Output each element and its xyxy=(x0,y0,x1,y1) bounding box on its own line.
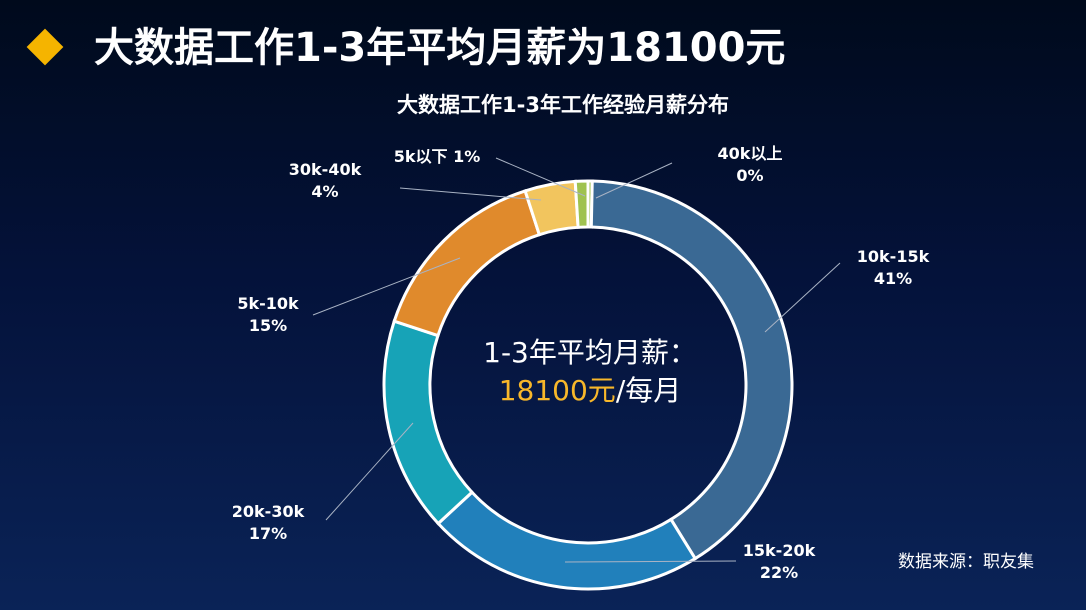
donut-slice-6 xyxy=(573,179,590,229)
center-value: 18100元 xyxy=(498,374,616,407)
leader-line-0 xyxy=(595,162,673,199)
data-labels: 40k以上 0% 10k-15k 41% 15k-20k 22% 20k-30k 17% 5k-… xyxy=(232,144,930,582)
center-summary: 1-3年平均月薪： 18100元/每月 xyxy=(430,334,750,410)
leader-line-1 xyxy=(764,262,841,333)
slide-title: 大数据工作1-3年平均月薪为18100元 xyxy=(94,25,786,71)
chart-title: 大数据工作1-3年工作经验月薪分布 xyxy=(397,93,729,117)
center-value-line: 18100元/每月 xyxy=(430,372,750,410)
data-source: 数据来源：职友集 xyxy=(898,552,1034,572)
slice-label-5: 30k-40k xyxy=(289,160,362,179)
slice-label-0: 40k以上 xyxy=(718,144,783,163)
slice-percent-4: 15% xyxy=(249,316,287,335)
leader-lines xyxy=(312,157,841,563)
donut-slice-2 xyxy=(436,490,698,591)
slice-label-2: 15k-20k xyxy=(743,541,816,560)
center-label: 1-3年平均月薪： xyxy=(483,336,697,369)
slice-percent-5: 4% xyxy=(311,182,338,201)
leader-line-2 xyxy=(564,560,737,563)
center-suffix: /每月 xyxy=(615,374,682,407)
leader-line-6 xyxy=(495,157,586,197)
slice-label-3: 20k-30k xyxy=(232,502,305,521)
leader-line-4 xyxy=(312,257,461,316)
donut-slice-4 xyxy=(392,189,542,338)
leader-line-3 xyxy=(325,422,414,521)
slice-percent-3: 17% xyxy=(249,524,287,543)
slice-percent-0: 0% xyxy=(736,166,763,185)
slice-label-6: 5k以下 1% xyxy=(394,147,481,166)
leader-line-5 xyxy=(399,187,542,201)
slice-percent-1: 41% xyxy=(874,269,912,288)
donut-slice-1 xyxy=(589,179,794,561)
slice-percent-2: 22% xyxy=(760,563,798,582)
slice-label-1: 10k-15k xyxy=(857,247,930,266)
slice-label-4: 5k-10k xyxy=(237,294,299,313)
donut-slices xyxy=(382,179,794,591)
